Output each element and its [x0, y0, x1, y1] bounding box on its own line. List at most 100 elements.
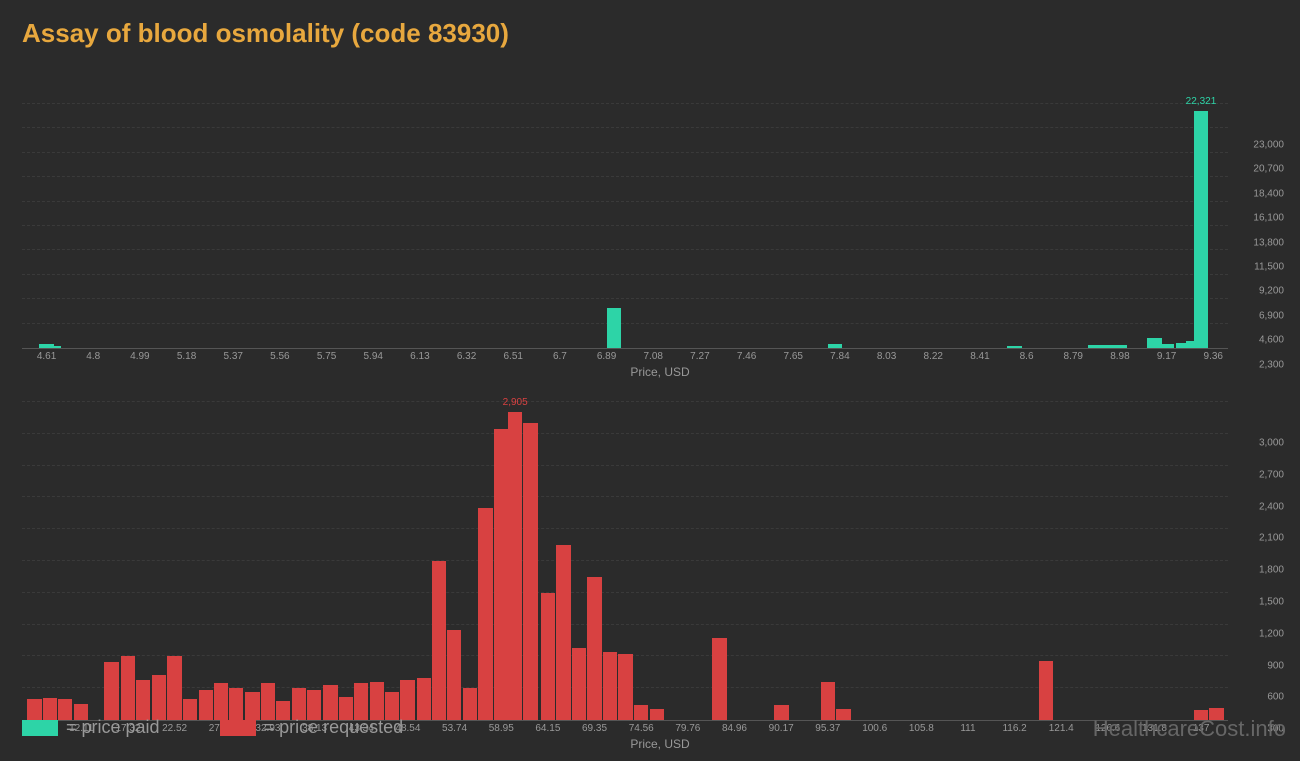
xtick-label: 7.46	[737, 351, 756, 362]
legend-label-paid: = price paid	[66, 717, 160, 738]
plot-area-requested: 2,905	[22, 403, 1228, 721]
xtick-label: 8.79	[1064, 351, 1083, 362]
bar-requested	[774, 705, 788, 720]
xtick-label: 6.32	[457, 351, 476, 362]
bar-requested	[229, 688, 243, 720]
bar-requested	[136, 680, 150, 720]
bar-requested	[712, 638, 726, 720]
chart-price-paid: 22,3212,3004,6006,9009,20011,50013,80016…	[22, 105, 1298, 389]
xtick-label: 8.41	[970, 351, 989, 362]
ytick-label: 2,700	[1234, 469, 1284, 480]
bar-requested	[523, 423, 537, 720]
ytick-label: 6,900	[1234, 310, 1284, 321]
gridline	[22, 496, 1228, 497]
legend: = price paid = price requested	[22, 717, 403, 738]
gridline	[22, 298, 1228, 299]
xtick-label: 69.35	[582, 723, 607, 734]
ytick-label: 13,800	[1234, 237, 1284, 248]
bar-requested	[307, 690, 321, 720]
bar-requested	[385, 692, 399, 720]
gridline	[22, 103, 1228, 104]
gridline	[22, 433, 1228, 434]
xtick-label: 8.98	[1110, 351, 1129, 362]
gridline	[22, 274, 1228, 275]
bar-paid	[1113, 345, 1128, 348]
xtick-label: 9.36	[1204, 351, 1223, 362]
bar-requested	[508, 412, 522, 720]
bar-requested	[199, 690, 213, 720]
gridline	[22, 201, 1228, 202]
max-value-label-requested: 2,905	[503, 397, 528, 408]
x-axis-label-paid: Price, USD	[630, 365, 689, 379]
ytick-label: 900	[1234, 660, 1284, 671]
plot-area-paid: 22,321	[22, 105, 1228, 349]
xtick-label: 105.8	[909, 723, 934, 734]
xtick-label: 7.08	[644, 351, 663, 362]
xtick-label: 6.13	[410, 351, 429, 362]
bar-requested	[354, 683, 368, 720]
xtick-label: 4.99	[130, 351, 149, 362]
xtick-label: 74.56	[629, 723, 654, 734]
xtick-label: 5.56	[270, 351, 289, 362]
bar-requested	[821, 682, 835, 720]
ytick-label: 2,400	[1234, 501, 1284, 512]
bar-paid	[607, 308, 622, 348]
ytick-label: 2,100	[1234, 533, 1284, 544]
watermark: HealthcareCost.info	[1093, 716, 1286, 742]
gridline	[22, 528, 1228, 529]
bar-requested	[463, 688, 477, 720]
bar-requested	[650, 709, 664, 720]
xtick-label: 64.15	[535, 723, 560, 734]
xtick-label: 6.89	[597, 351, 616, 362]
bar-requested	[587, 577, 601, 720]
legend-swatch-paid	[22, 720, 58, 736]
xtick-label: 6.7	[553, 351, 567, 362]
ytick-label: 4,600	[1234, 335, 1284, 346]
ytick-label: 16,100	[1234, 213, 1284, 224]
bar-requested	[634, 705, 648, 720]
bar-requested	[603, 652, 617, 720]
page-title: Assay of blood osmolality (code 83930)	[0, 0, 1300, 49]
gridline	[22, 152, 1228, 153]
xtick-label: 116.2	[1002, 723, 1026, 734]
legend-item-requested: = price requested	[220, 717, 404, 738]
gridline	[22, 176, 1228, 177]
bar-paid	[1194, 111, 1209, 348]
bar-requested	[152, 675, 166, 720]
xtick-label: 4.61	[37, 351, 56, 362]
xtick-label: 84.96	[722, 723, 747, 734]
bar-requested	[292, 688, 306, 720]
xtick-label: 79.76	[675, 723, 700, 734]
legend-swatch-requested	[220, 720, 256, 736]
bar-paid	[1159, 344, 1174, 348]
bar-paid	[47, 346, 62, 348]
max-value-label-paid: 22,321	[1186, 96, 1217, 107]
ytick-label: 20,700	[1234, 164, 1284, 175]
bar-requested	[556, 545, 570, 720]
xtick-label: 5.94	[364, 351, 383, 362]
ytick-label: 1,500	[1234, 597, 1284, 608]
xtick-label: 5.37	[223, 351, 242, 362]
ytick-label: 1,800	[1234, 565, 1284, 576]
bar-requested	[400, 680, 414, 720]
xtick-label: 8.22	[924, 351, 943, 362]
xtick-label: 7.27	[690, 351, 709, 362]
xtick-label: 9.17	[1157, 351, 1176, 362]
legend-item-paid: = price paid	[22, 717, 160, 738]
xtick-label: 111	[960, 723, 975, 734]
gridline	[22, 127, 1228, 128]
ytick-label: 11,500	[1234, 262, 1284, 273]
gridline	[22, 225, 1228, 226]
xtick-label: 58.95	[489, 723, 514, 734]
gridline	[22, 323, 1228, 324]
bar-requested	[214, 683, 228, 720]
bar-requested	[167, 656, 181, 720]
xtick-label: 6.51	[504, 351, 523, 362]
xtick-label: 8.6	[1020, 351, 1034, 362]
gridline	[22, 560, 1228, 561]
gridline	[22, 465, 1228, 466]
xtick-label: 7.65	[784, 351, 803, 362]
bar-requested	[447, 630, 461, 720]
bar-requested	[323, 685, 337, 720]
ytick-label: 3,000	[1234, 438, 1284, 449]
